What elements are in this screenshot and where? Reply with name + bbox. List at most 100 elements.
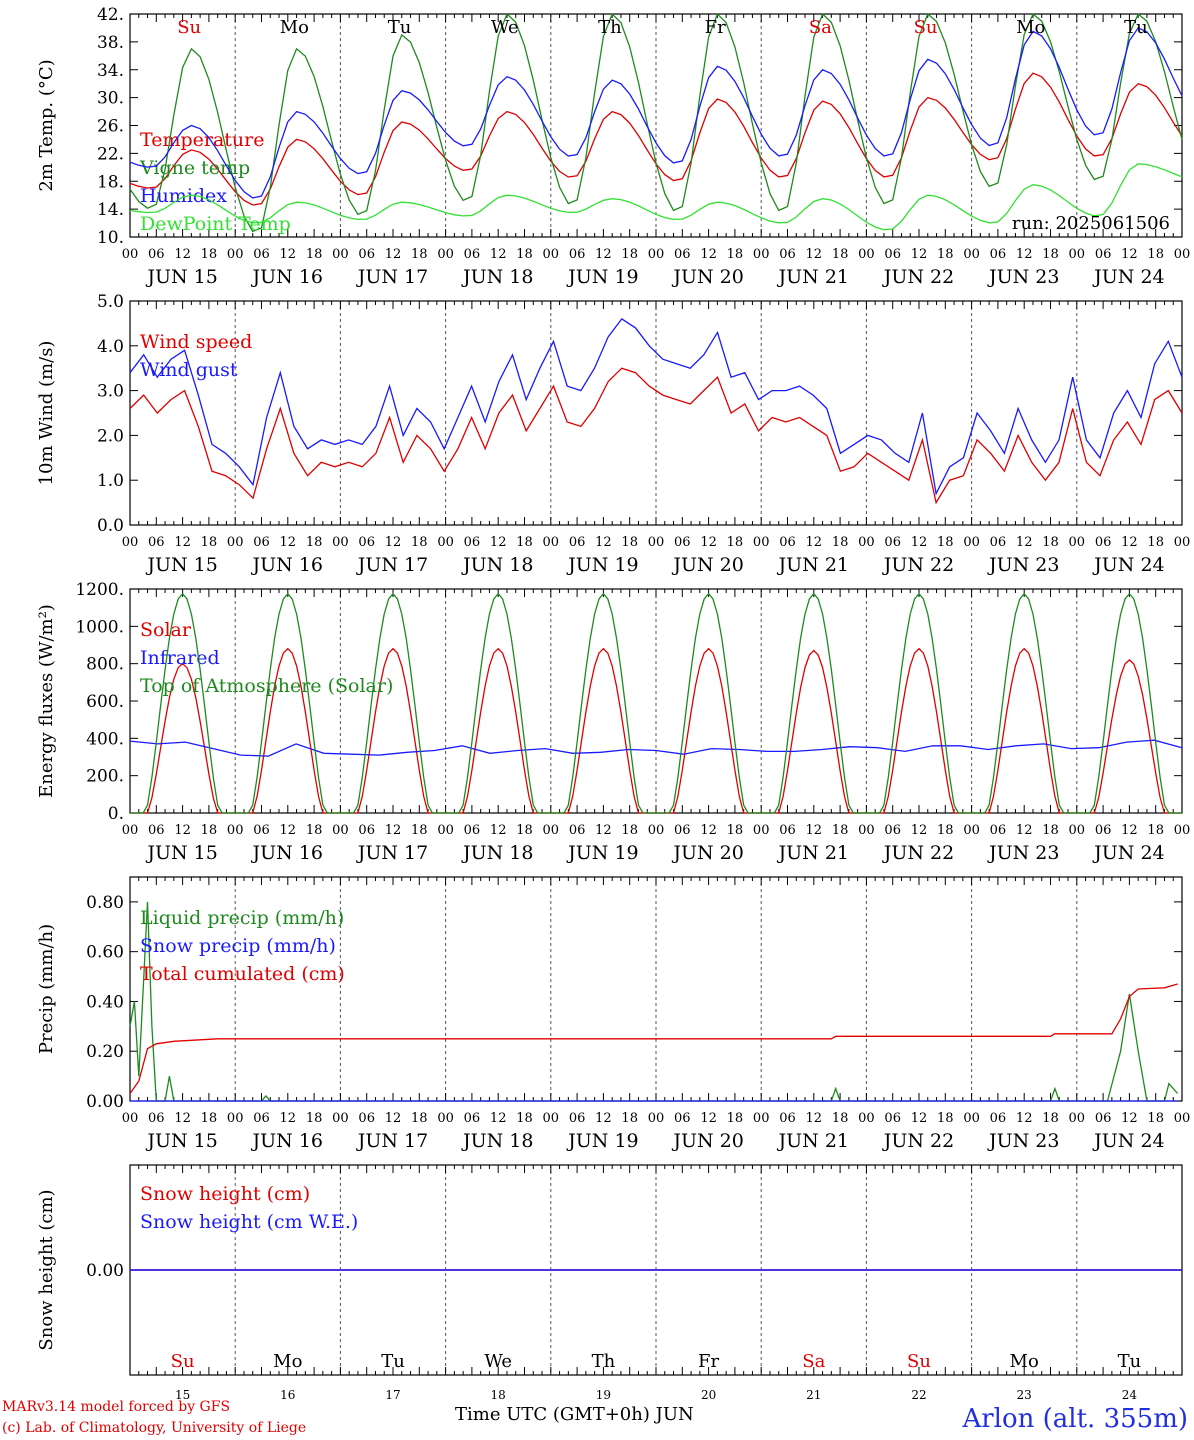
hour-tick-label: 18 xyxy=(937,1111,954,1126)
hour-tick-label: 00 xyxy=(543,535,560,550)
hour-tick-label: 00 xyxy=(648,247,665,262)
hour-tick-label: 06 xyxy=(464,247,481,262)
hour-tick-label: 12 xyxy=(700,247,717,262)
day-number-label: 15 xyxy=(175,1388,190,1402)
weekday-label: We xyxy=(491,17,519,38)
weekday-label: Mo xyxy=(273,1351,302,1372)
x-axis-labels: 00 06 12 18 JUN 15 00 06 12 18 JUN 16 00 06 12 18 JUN … xyxy=(122,535,1191,576)
day-label: JUN 15 xyxy=(145,266,217,288)
hour-tick-label: 06 xyxy=(358,823,375,838)
hour-tick-label: 18 xyxy=(621,247,638,262)
day-label: JUN 24 xyxy=(1092,266,1164,288)
y-tick-label: 1000. xyxy=(75,617,124,637)
hour-tick-label: 06 xyxy=(358,247,375,262)
panel-wind: 0.0 1.0 2.0 3.0 4.0 5.0 10m Wind (m/s) Wind spe… xyxy=(36,292,1190,576)
hour-tick-label: 12 xyxy=(911,535,928,550)
x-axis-labels: 00 06 12 18 JUN 15 00 06 12 18 JUN 16 00 06 12 18 JUN … xyxy=(122,823,1191,864)
hour-tick-label: 12 xyxy=(490,1111,507,1126)
weekday-label: Fr xyxy=(698,1351,719,1372)
hour-tick-label: 00 xyxy=(543,247,560,262)
hour-tick-label: 06 xyxy=(674,1111,691,1126)
y-tick-label: 42. xyxy=(97,5,124,25)
y-tick-label: 18. xyxy=(97,172,124,192)
hour-tick-label: 00 xyxy=(858,535,875,550)
hour-tick-label: 06 xyxy=(779,535,796,550)
hour-tick-label: 06 xyxy=(464,1111,481,1126)
day-label: JUN 19 xyxy=(566,266,638,288)
hour-tick-label: 18 xyxy=(727,823,744,838)
hour-tick-label: 18 xyxy=(621,823,638,838)
hour-tick-label: 06 xyxy=(253,823,270,838)
hour-tick-label: 12 xyxy=(1121,823,1138,838)
weekday-label: Fr xyxy=(705,17,726,38)
hour-tick-label: 00 xyxy=(332,535,349,550)
hour-tick-label: 00 xyxy=(963,1111,980,1126)
day-label: JUN 15 xyxy=(145,842,217,864)
hour-tick-label: 12 xyxy=(385,247,402,262)
hour-tick-label: 12 xyxy=(595,535,612,550)
model-credit: MARv3.14 model forced by GFS xyxy=(2,1399,231,1415)
hour-tick-label: 00 xyxy=(543,1111,560,1126)
y-tick-label: 22. xyxy=(97,144,124,164)
hour-tick-label: 00 xyxy=(858,823,875,838)
hour-tick-label: 12 xyxy=(490,247,507,262)
day-number-label: 24 xyxy=(1122,1388,1138,1402)
hour-tick-label: 18 xyxy=(937,535,954,550)
day-label: JUN 23 xyxy=(987,1130,1059,1152)
day-label: JUN 18 xyxy=(461,554,533,576)
y-tick-label: 14. xyxy=(97,200,124,220)
hour-tick-label: 00 xyxy=(227,247,244,262)
hour-tick-label: 00 xyxy=(753,1111,770,1126)
hour-tick-label: 18 xyxy=(727,247,744,262)
hour-tick-label: 00 xyxy=(543,823,560,838)
weekday-label: Sa xyxy=(809,17,832,38)
day-label: JUN 18 xyxy=(461,266,533,288)
plot-frame xyxy=(129,588,1183,814)
y-tick-label: 1.0 xyxy=(97,471,124,491)
hour-tick-label: 06 xyxy=(1095,1111,1112,1126)
hour-tick-label: 18 xyxy=(306,247,323,262)
hour-tick-label: 18 xyxy=(621,1111,638,1126)
hour-tick-label: 00 xyxy=(648,1111,665,1126)
legend-entry: DewPoint Temp xyxy=(140,213,291,235)
day-label: JUN 16 xyxy=(251,266,323,288)
hour-tick-label: 00 xyxy=(332,1111,349,1126)
legend-entry: Humidex xyxy=(140,185,227,207)
hour-tick-label: 06 xyxy=(1095,823,1112,838)
hour-tick-label: 18 xyxy=(727,535,744,550)
hour-tick-label: 18 xyxy=(832,535,849,550)
hour-tick-label: 12 xyxy=(700,535,717,550)
hour-tick-label: 12 xyxy=(1016,535,1033,550)
day-number-label: 21 xyxy=(806,1388,821,1402)
y-axis-label: 2m Temp. (°C) xyxy=(36,59,57,191)
day-label: JUN 16 xyxy=(251,1130,323,1152)
y-tick-label: 4.0 xyxy=(97,337,124,357)
hour-tick-label: 18 xyxy=(516,535,533,550)
day-label: JUN 22 xyxy=(882,1130,954,1152)
hour-tick-label: 06 xyxy=(148,823,165,838)
weekday-label: We xyxy=(484,1351,512,1372)
weekday-label: Tu xyxy=(388,17,412,38)
legend-entry: Snow height (cm W.E.) xyxy=(140,1211,358,1233)
day-label: JUN 22 xyxy=(882,842,954,864)
day-number-label: 22 xyxy=(911,1388,926,1402)
legend-entry: Liquid precip (mm/h) xyxy=(140,907,344,929)
day-label: JUN 20 xyxy=(671,266,743,288)
hour-tick-label: 18 xyxy=(411,535,428,550)
hour-tick-label: 18 xyxy=(1042,823,1059,838)
day-label: JUN 24 xyxy=(1092,1130,1164,1152)
hour-tick-label: 06 xyxy=(253,1111,270,1126)
y-tick-label: 0.60 xyxy=(86,943,124,963)
y-tick-label: 0.80 xyxy=(86,893,124,913)
hour-tick-label: 18 xyxy=(201,1111,218,1126)
hour-tick-label: 06 xyxy=(779,247,796,262)
hour-tick-label: 12 xyxy=(385,823,402,838)
hour-tick-label: 12 xyxy=(280,247,297,262)
hour-tick-label: 12 xyxy=(1016,823,1033,838)
series-line-wind-speed xyxy=(129,367,1183,505)
hour-tick-label: 12 xyxy=(1016,247,1033,262)
legend-entry: Top of Atmosphere (Solar) xyxy=(140,675,393,697)
hour-tick-label: 06 xyxy=(674,535,691,550)
x-axis-title: Time UTC (GMT+0h) JUN xyxy=(455,1404,694,1425)
hour-tick-label: 06 xyxy=(990,1111,1007,1126)
